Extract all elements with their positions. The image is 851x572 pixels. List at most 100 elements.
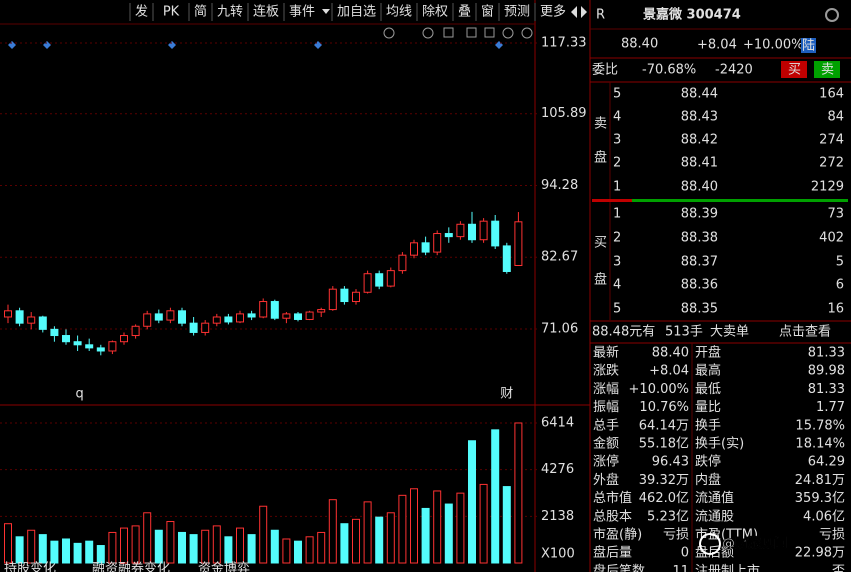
volume-bar	[421, 507, 430, 564]
stat-label: 涨幅	[593, 382, 619, 397]
book-price: 88.35	[681, 302, 718, 317]
book-price: 88.43	[681, 110, 718, 125]
nav-icon[interactable]	[571, 6, 587, 18]
volume-bar	[131, 525, 140, 564]
big-order[interactable]: 点击查看	[779, 324, 831, 340]
divider-green	[632, 199, 848, 202]
stat-label: 盘后量	[593, 545, 632, 561]
bottom-tab[interactable]: 融资融券变化	[92, 561, 170, 572]
toolbar-item[interactable]: 更多	[540, 4, 566, 20]
book-volume: 5	[836, 255, 844, 270]
candle-body	[317, 309, 326, 313]
y-tick-label: 4276	[541, 462, 574, 477]
book-volume: 164	[819, 87, 844, 102]
candle-body	[328, 288, 337, 311]
stat-value: 359.3亿	[795, 491, 845, 506]
buy-btn-bg	[781, 61, 807, 78]
volume-bar	[166, 521, 175, 564]
candle-body	[201, 322, 210, 333]
dropdown-icon	[322, 9, 330, 14]
commission-label: 委比	[592, 63, 618, 78]
volume-bar	[491, 429, 500, 564]
volume-bar	[317, 531, 326, 564]
stat-value: 64.14万	[639, 418, 689, 433]
toolbar-item[interactable]: 发	[135, 4, 148, 20]
volume-bar	[259, 505, 268, 564]
volume-bar	[363, 501, 372, 564]
buy-button[interactable]: 买	[788, 63, 801, 78]
stat-label: 内盘	[695, 472, 721, 488]
toolbar-item[interactable]: 窗	[481, 4, 494, 20]
book-volume: 84	[827, 110, 844, 125]
volume-bar	[143, 512, 152, 564]
volume-bar	[514, 422, 523, 564]
badge: 陆	[802, 38, 815, 54]
volume-bar	[224, 536, 233, 564]
candle-body	[96, 347, 105, 352]
bottom-tab[interactable]: 持股变化	[4, 561, 56, 572]
volume-bar	[189, 534, 198, 564]
candle-body	[352, 291, 360, 303]
volume-bar	[62, 538, 70, 564]
candle-body	[154, 313, 163, 321]
book-side: 卖	[594, 117, 607, 132]
book-volume: 73	[827, 207, 844, 222]
price-change: +8.04	[697, 38, 737, 53]
toolbar-item[interactable]: 连板	[253, 4, 279, 20]
toolbar-item[interactable]: 除权	[422, 4, 448, 20]
book-price: 88.36	[681, 278, 718, 293]
candle-body	[398, 254, 407, 272]
book-side: 盘	[594, 150, 607, 166]
market-tag: R	[596, 8, 605, 23]
toolbar-item[interactable]: 事件	[289, 5, 315, 20]
badge-bg	[801, 38, 816, 53]
toolbar-item[interactable]: 叠	[458, 5, 471, 20]
toolbar-item[interactable]: 九转	[217, 5, 243, 20]
y-tick-label: 105.89	[541, 106, 587, 121]
book-price: 88.44	[681, 87, 718, 102]
candle-body	[73, 341, 82, 346]
sell-button[interactable]: 卖	[821, 63, 834, 78]
y-tick-label: 117.33	[541, 35, 587, 50]
candle-body	[305, 311, 314, 320]
stat-value: 否	[832, 564, 845, 572]
volume-bar	[410, 488, 418, 564]
stat-value: 0	[681, 546, 689, 561]
book-price: 88.40	[681, 180, 718, 195]
toolbar-item[interactable]: 简	[194, 4, 207, 20]
big-order: 大卖单	[710, 325, 749, 340]
toolbar-item[interactable]: 加自选	[337, 5, 376, 20]
volume-bar	[340, 523, 349, 564]
toolbar-item[interactable]: 均线	[386, 5, 412, 20]
volume-bar	[502, 486, 511, 564]
stat-label: 盘后笔数	[593, 563, 645, 572]
toolbar-item[interactable]: 预测	[504, 5, 530, 20]
stat-value: +10.00%	[629, 382, 689, 397]
candle-body	[224, 316, 233, 323]
stat-value: 88.40	[652, 346, 689, 361]
stat-label: 涨停	[593, 454, 619, 470]
volume-bar	[247, 534, 256, 564]
book-volume: 274	[819, 133, 844, 148]
stat-value: 10.76%	[639, 400, 689, 415]
candle-body	[247, 313, 256, 318]
candle-body	[375, 273, 384, 287]
stat-value: 96.43	[652, 455, 689, 470]
toolbar-item[interactable]: PK	[163, 5, 180, 20]
bottom-tab[interactable]: 资金博弈	[198, 561, 250, 572]
stat-label: 开盘	[695, 345, 721, 361]
candle-body	[491, 220, 500, 247]
volume-bar	[468, 440, 476, 564]
candle-body	[514, 221, 523, 266]
book-side: 盘	[594, 272, 607, 288]
book-level: 5	[613, 302, 621, 317]
settings-icon[interactable]	[825, 8, 839, 22]
volume-bar	[270, 529, 279, 564]
volume-bar	[4, 523, 12, 564]
price-change-pct: +10.00%	[743, 38, 803, 53]
last-price: 88.40	[621, 37, 658, 52]
event-marker: q	[75, 387, 83, 402]
big-order: 88.48元有	[592, 325, 655, 340]
candle-body	[27, 316, 36, 324]
